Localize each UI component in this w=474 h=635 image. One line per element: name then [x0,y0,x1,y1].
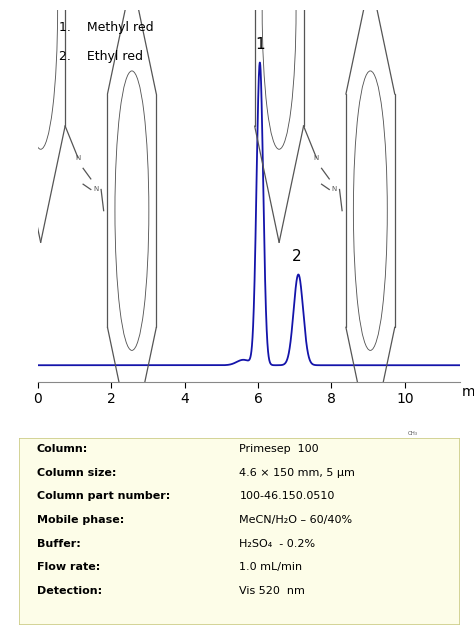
Text: CH₃: CH₃ [171,441,181,446]
Text: Vis 520  nm: Vis 520 nm [239,585,305,596]
Text: H₂SO₄  - 0.2%: H₂SO₄ - 0.2% [239,538,316,549]
Text: 100-46.150.0510: 100-46.150.0510 [239,491,335,502]
FancyBboxPatch shape [19,438,460,625]
Text: Detection:: Detection: [36,585,102,596]
Text: N: N [93,187,99,192]
Text: 4.6 × 150 mm, 5 μm: 4.6 × 150 mm, 5 μm [239,468,355,478]
Text: min: min [462,385,474,399]
Text: 1: 1 [255,37,264,52]
Text: Buffer:: Buffer: [36,538,80,549]
Text: N: N [384,515,390,521]
Text: 1.0 mL/min: 1.0 mL/min [239,562,302,572]
Text: 1.    Methyl red: 1. Methyl red [59,21,154,34]
Text: Column size:: Column size: [36,468,116,478]
Text: Mobile phase:: Mobile phase: [36,515,124,525]
Text: Primesep  100: Primesep 100 [239,444,319,455]
Text: MeCN/H₂O – 60/40%: MeCN/H₂O – 60/40% [239,515,353,525]
Text: CH₃: CH₃ [408,431,418,436]
Text: Column:: Column: [36,444,88,455]
Text: 2.    Ethyl red: 2. Ethyl red [59,50,143,64]
Text: Flow rate:: Flow rate: [36,562,100,572]
Text: N: N [314,155,319,161]
Text: N: N [75,155,81,161]
Text: Column part number:: Column part number: [36,491,170,502]
Text: 2: 2 [292,248,301,264]
Text: N: N [332,187,337,192]
Text: N: N [146,537,151,542]
